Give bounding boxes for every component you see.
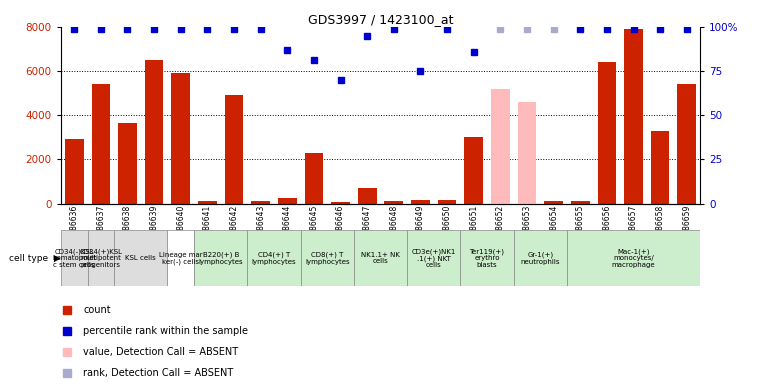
Text: value, Detection Call = ABSENT: value, Detection Call = ABSENT [83, 347, 238, 358]
Text: B220(+) B
lymphocytes: B220(+) B lymphocytes [199, 252, 243, 265]
Bar [358, 188, 377, 204]
Bar [354, 230, 407, 286]
Bar [491, 200, 510, 204]
Bar [91, 84, 110, 204]
Bar [407, 230, 460, 286]
Bar [567, 230, 700, 286]
Text: rank, Detection Call = ABSENT: rank, Detection Call = ABSENT [83, 368, 234, 379]
Text: cell type  ▶: cell type ▶ [9, 254, 61, 263]
Text: KSL cells: KSL cells [126, 255, 156, 261]
Text: Mac-1(+)
monocytes/
macrophage: Mac-1(+) monocytes/ macrophage [612, 248, 655, 268]
Text: CD34(+)KSL
multipotent
progenitors: CD34(+)KSL multipotent progenitors [79, 248, 123, 268]
Bar [88, 230, 114, 286]
Bar [464, 137, 483, 204]
Bar [677, 84, 696, 204]
Bar [544, 201, 563, 204]
Bar [517, 102, 537, 204]
Bar [460, 230, 514, 286]
Text: Lineage mar
ker(-) cells: Lineage mar ker(-) cells [159, 252, 202, 265]
Bar [491, 89, 510, 204]
Bar [198, 201, 217, 204]
Title: GDS3997 / 1423100_at: GDS3997 / 1423100_at [307, 13, 454, 26]
Bar [171, 73, 190, 204]
Bar [411, 200, 430, 204]
Bar [651, 131, 670, 204]
Text: Gr-1(+)
neutrophils: Gr-1(+) neutrophils [521, 252, 560, 265]
Text: CD34(-)KSL
hematopoiet
c stem cells: CD34(-)KSL hematopoiet c stem cells [52, 248, 97, 268]
Bar [145, 60, 164, 204]
Bar [194, 230, 247, 286]
Bar [278, 199, 297, 204]
Text: count: count [83, 305, 111, 315]
Text: Ter119(+)
erythro
blasts: Ter119(+) erythro blasts [470, 248, 505, 268]
Text: CD3e(+)NK1
.1(+) NKT
cells: CD3e(+)NK1 .1(+) NKT cells [412, 248, 456, 268]
Bar [167, 230, 194, 286]
Bar [597, 62, 616, 204]
Text: percentile rank within the sample: percentile rank within the sample [83, 326, 248, 336]
Bar [514, 230, 567, 286]
Bar [251, 201, 270, 204]
Bar [65, 139, 84, 204]
Bar [331, 202, 350, 204]
Bar [247, 230, 301, 286]
Bar [438, 200, 457, 204]
Bar [114, 230, 167, 286]
Text: NK1.1+ NK
cells: NK1.1+ NK cells [361, 252, 400, 265]
Bar [304, 153, 323, 204]
Bar [571, 201, 590, 204]
Text: CD8(+) T
lymphocytes: CD8(+) T lymphocytes [305, 252, 349, 265]
Bar [118, 123, 137, 204]
Bar [384, 201, 403, 204]
Bar [517, 200, 537, 204]
Bar [224, 95, 244, 204]
Bar [61, 230, 88, 286]
Bar [624, 29, 643, 204]
Bar [301, 230, 354, 286]
Text: CD4(+) T
lymphocytes: CD4(+) T lymphocytes [252, 252, 296, 265]
